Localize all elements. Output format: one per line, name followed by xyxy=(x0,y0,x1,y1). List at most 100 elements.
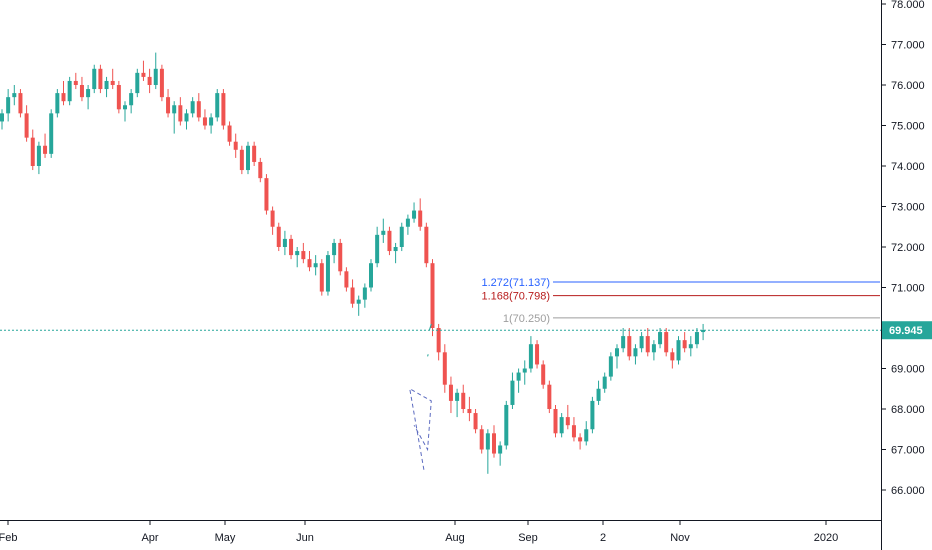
y-tick-label: 74.000 xyxy=(891,161,925,173)
candle-body xyxy=(504,404,509,446)
candle-body xyxy=(264,178,269,211)
candle xyxy=(688,336,693,357)
y-tick-label: 66.000 xyxy=(891,485,925,497)
candle xyxy=(104,76,109,98)
pattern-line[interactable] xyxy=(427,354,429,357)
candle xyxy=(504,400,509,450)
candle xyxy=(313,255,318,276)
y-tick-label: 69.000 xyxy=(891,364,925,376)
candle xyxy=(350,279,355,308)
candle xyxy=(184,109,189,130)
candle xyxy=(578,433,583,450)
fib-level-label: 1.168(70.798) xyxy=(482,291,551,303)
candle-body xyxy=(399,226,404,247)
candle xyxy=(295,247,300,268)
candle xyxy=(694,328,699,349)
candle xyxy=(615,344,619,369)
candle xyxy=(405,214,410,235)
candle-body xyxy=(608,356,613,377)
candle xyxy=(621,328,626,353)
candle xyxy=(73,72,78,90)
candle-body xyxy=(541,364,546,385)
candle-body xyxy=(0,113,4,122)
candle xyxy=(701,323,706,341)
fib-level-label: 1(70.250) xyxy=(503,313,550,325)
pattern-lines[interactable] xyxy=(409,323,432,470)
candle-body xyxy=(615,348,619,357)
candle xyxy=(0,109,4,130)
candle-body xyxy=(596,388,601,401)
candle xyxy=(166,89,171,118)
candle-body xyxy=(282,238,287,247)
candle-body xyxy=(362,287,367,300)
candle xyxy=(455,388,460,418)
candle-body xyxy=(135,72,140,94)
candle xyxy=(627,328,632,361)
candle xyxy=(282,230,287,256)
candle-body xyxy=(565,417,570,426)
candle-body xyxy=(418,210,423,227)
candle xyxy=(608,352,613,381)
pattern-dashed-line[interactable] xyxy=(409,387,432,470)
candle-body xyxy=(393,247,398,252)
candle-body xyxy=(270,210,275,227)
candle-body xyxy=(6,97,11,114)
candle-body xyxy=(412,210,417,219)
y-tick-label: 78.000 xyxy=(891,0,925,11)
candle xyxy=(393,242,398,264)
candle-body xyxy=(387,230,392,252)
candle-body xyxy=(43,145,48,154)
candle-body xyxy=(676,340,681,361)
candle xyxy=(147,68,152,94)
candle xyxy=(86,85,91,110)
candle-body xyxy=(92,68,97,90)
x-tick-label: Nov xyxy=(670,532,690,544)
candle-body xyxy=(602,376,607,389)
candle-body xyxy=(405,218,410,227)
candle xyxy=(651,340,656,361)
candle-body xyxy=(24,113,29,138)
y-tick-label: 75.000 xyxy=(891,121,925,133)
candle-body xyxy=(276,226,281,247)
candle-body xyxy=(129,93,134,106)
candle-body xyxy=(319,263,324,292)
pattern-line[interactable] xyxy=(428,323,432,331)
x-tick-label: May xyxy=(215,532,236,544)
candle xyxy=(369,259,373,292)
candle-body xyxy=(571,425,576,438)
candle xyxy=(602,372,607,393)
candle-body xyxy=(584,429,589,442)
candle xyxy=(307,251,312,272)
candle xyxy=(670,348,675,369)
candle-body xyxy=(467,409,472,414)
candle xyxy=(658,328,663,349)
candle-body xyxy=(67,80,72,102)
candle xyxy=(301,242,306,264)
fibonacci-levels[interactable]: 1.272(71.137) 1.168(70.798) 1(70.250) xyxy=(482,277,881,325)
candle xyxy=(325,251,330,296)
candle xyxy=(215,89,220,122)
candle-body xyxy=(196,101,201,118)
candle xyxy=(492,425,496,458)
candle-body xyxy=(535,344,540,365)
current-price-tag-label: 69.945 xyxy=(889,325,923,337)
candle xyxy=(233,133,238,158)
candle-body xyxy=(86,89,91,98)
candle-body xyxy=(473,413,478,430)
candle-body xyxy=(645,336,650,353)
candle xyxy=(30,129,35,171)
candle-body xyxy=(147,76,152,85)
x-axis[interactable]: Feb Apr May Jun Aug Sep 2 Nov 2020 xyxy=(0,520,838,544)
candle xyxy=(664,328,669,357)
candle xyxy=(510,372,515,409)
candle-body xyxy=(55,93,60,114)
candle xyxy=(461,384,466,414)
candle-body xyxy=(332,242,337,256)
candle xyxy=(485,429,490,474)
candle-body xyxy=(553,409,558,434)
candle-body xyxy=(301,251,306,260)
candle-body xyxy=(694,332,699,345)
candle-body xyxy=(688,344,693,349)
candle-body xyxy=(289,238,294,256)
